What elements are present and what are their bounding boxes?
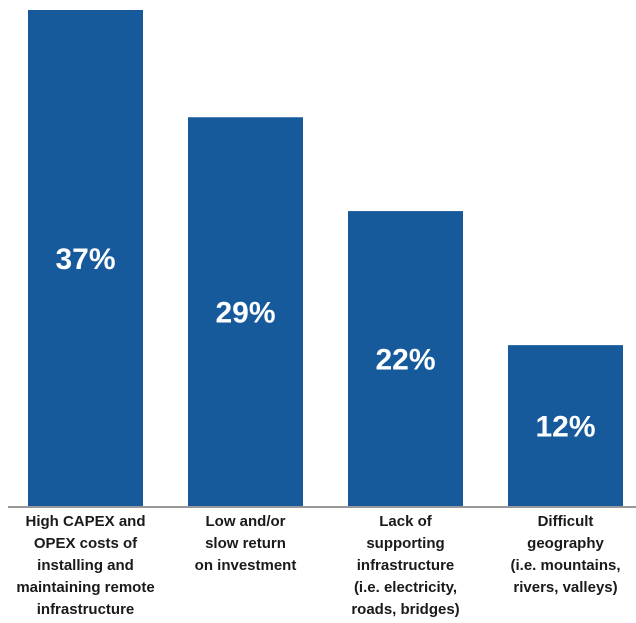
bar-4 [508,345,623,506]
category-label-3: Lack of supporting infrastructure (i.e. ele… [326,511,486,621]
bar-value-label-1: 37% [55,243,115,276]
category-label-line: Lack of [379,513,432,530]
category-label-2: Low and/or slow return on investment [166,511,326,577]
bar-1 [28,10,143,506]
category-label-4: Difficult geography (i.e. mountains, rivers… [486,511,636,599]
category-label-line: slow return [205,535,286,552]
category-label-line: infrastructure [36,601,135,618]
category-label-line: rivers, valleys) [513,579,618,596]
category-label-line: supporting [366,535,445,552]
category-label-line: High CAPEX and [25,513,146,530]
bar-value-label-3: 22% [375,344,435,377]
category-label-line: roads, bridges) [351,601,460,618]
category-label-line: Low and/or [205,513,286,530]
bar-2 [188,117,303,507]
category-label-line: Difficult [537,513,594,530]
bar-value-label-4: 12% [535,411,595,444]
bars-group: 37% 29% 22% 12% [28,10,623,507]
category-label-line: installing and [37,557,134,574]
bar-3 [348,211,463,506]
category-label-line: (i.e. mountains, [510,557,621,574]
category-label-1: High CAPEX and OPEX costs of installing an… [6,511,166,621]
category-label-line: (i.e. electricity, [353,579,458,596]
category-label-line: OPEX costs of [33,535,138,552]
category-label-line: maintaining remote [16,579,155,596]
category-label-line: on investment [194,557,297,574]
bar-value-label-2: 29% [215,297,275,330]
category-label-line: geography [527,535,604,552]
category-label-line: infrastructure [356,557,455,574]
